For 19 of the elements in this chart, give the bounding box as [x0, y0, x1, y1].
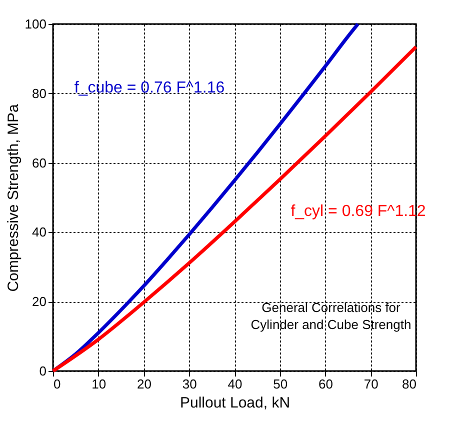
x-axis-title: Pullout Load, kN: [180, 394, 290, 412]
text: f_cube = 0.76 F^1.16: [74, 79, 225, 96]
x-tick-label: 40: [228, 376, 242, 392]
y-tick-label: 80: [32, 86, 46, 101]
x-tick-label: 70: [364, 376, 378, 392]
x-tick-label: 50: [273, 376, 288, 392]
annotation: General Correlations for Cylinder and Cube Strength: [250, 300, 412, 332]
y-tick-label: 0: [39, 364, 46, 378]
x-tick-label: 10: [92, 376, 106, 392]
y-tick-label: 20: [32, 294, 46, 310]
y-tick-label: 40: [32, 224, 46, 240]
y-tick-label: 100: [24, 16, 46, 32]
y-tick-label: 60: [32, 155, 46, 170]
x-tick-label: 20: [137, 376, 152, 392]
x-tick-label: 80: [402, 376, 416, 392]
x-tick-label: 60: [318, 376, 333, 392]
y-axis-title: Compressive Strength, MPa: [4, 104, 22, 292]
x-tick-label: 30: [182, 376, 197, 392]
x-tick-label: 0: [54, 376, 61, 392]
